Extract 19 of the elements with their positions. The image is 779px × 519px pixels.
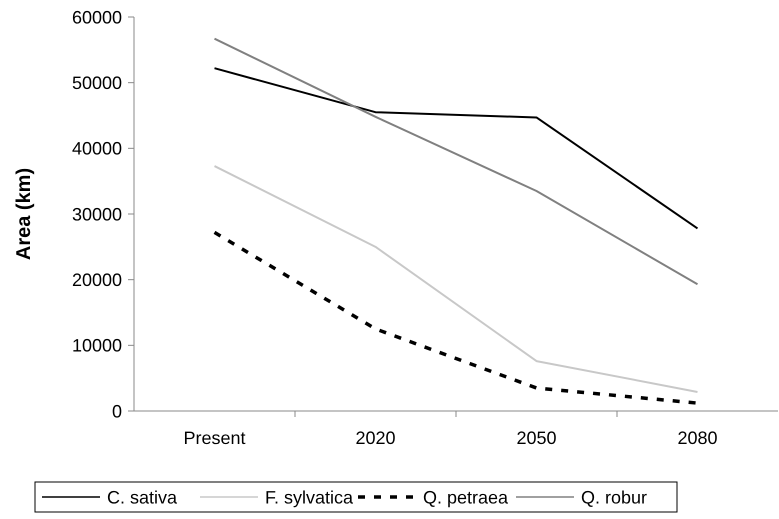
x-tick-label: 2050 — [516, 428, 557, 448]
y-tick-label: 0 — [112, 401, 122, 422]
y-tick-label: 50000 — [72, 72, 122, 93]
x-tick-label: 2080 — [677, 428, 718, 448]
line-series — [214, 165, 698, 393]
line-series — [214, 38, 698, 286]
legend-label: C. sativa — [107, 487, 178, 508]
legend-label: Q. petraea — [423, 487, 510, 508]
y-axis-title: Area (km) — [13, 168, 35, 260]
y-tick-label: 20000 — [72, 270, 122, 290]
y-tick-label: 40000 — [72, 138, 122, 159]
legend-label: F. sylvatica — [265, 487, 354, 508]
y-tick-label: 10000 — [72, 336, 122, 356]
x-tick-label: Present — [183, 428, 246, 448]
x-tick-label: 2020 — [355, 428, 396, 448]
y-tick-label: 30000 — [72, 204, 122, 224]
line-series — [214, 67, 698, 230]
y-tick-label: 60000 — [72, 7, 122, 28]
legend-label: Q. robur — [581, 487, 648, 508]
